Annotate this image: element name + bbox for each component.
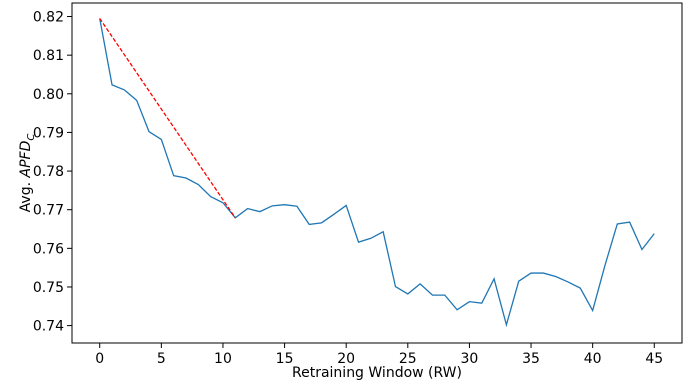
x-tick-label: 15 <box>276 351 294 367</box>
y-tick-label: 0.78 <box>33 164 64 180</box>
series-layer <box>99 18 655 328</box>
x-tick-label: 30 <box>461 351 479 367</box>
x-tick-label: 20 <box>337 351 355 367</box>
series-line-1 <box>99 18 655 328</box>
y-tick-label: 0.75 <box>33 280 64 296</box>
x-tick-label: 40 <box>584 351 602 367</box>
series-line-2 <box>99 18 236 219</box>
y-axis-label: Avg. APFDC <box>18 134 37 213</box>
y-tick-label: 0.82 <box>33 10 64 26</box>
x-tick-label: 45 <box>645 351 663 367</box>
y-tick-label: 0.77 <box>33 203 64 219</box>
y-axis: 0.74 0.75 0.76 0.77 0.78 0.79 0.80 0.81 0.82 <box>33 10 72 335</box>
y-tick-label: 0.81 <box>33 48 64 64</box>
x-axis: 0 5 10 15 20 25 30 35 40 45 <box>95 343 663 367</box>
y-axis-label-main: APFD <box>18 140 34 178</box>
x-tick-label: 0 <box>95 351 104 367</box>
y-axis-label-prefix: Avg. <box>18 178 34 213</box>
x-tick-label: 5 <box>157 351 166 367</box>
plot-frame <box>71 2 683 344</box>
y-axis-label-subscript: C <box>26 134 37 141</box>
x-tick-label: 35 <box>522 351 540 367</box>
x-tick-label: 10 <box>214 351 232 367</box>
y-tick-label: 0.79 <box>33 125 64 141</box>
y-tick-label: 0.80 <box>33 87 64 103</box>
x-axis-label: Retraining Window (RW) <box>292 365 462 381</box>
y-tick-label: 0.76 <box>33 241 64 257</box>
x-tick-label: 25 <box>399 351 417 367</box>
y-tick-label: 0.74 <box>33 319 64 335</box>
